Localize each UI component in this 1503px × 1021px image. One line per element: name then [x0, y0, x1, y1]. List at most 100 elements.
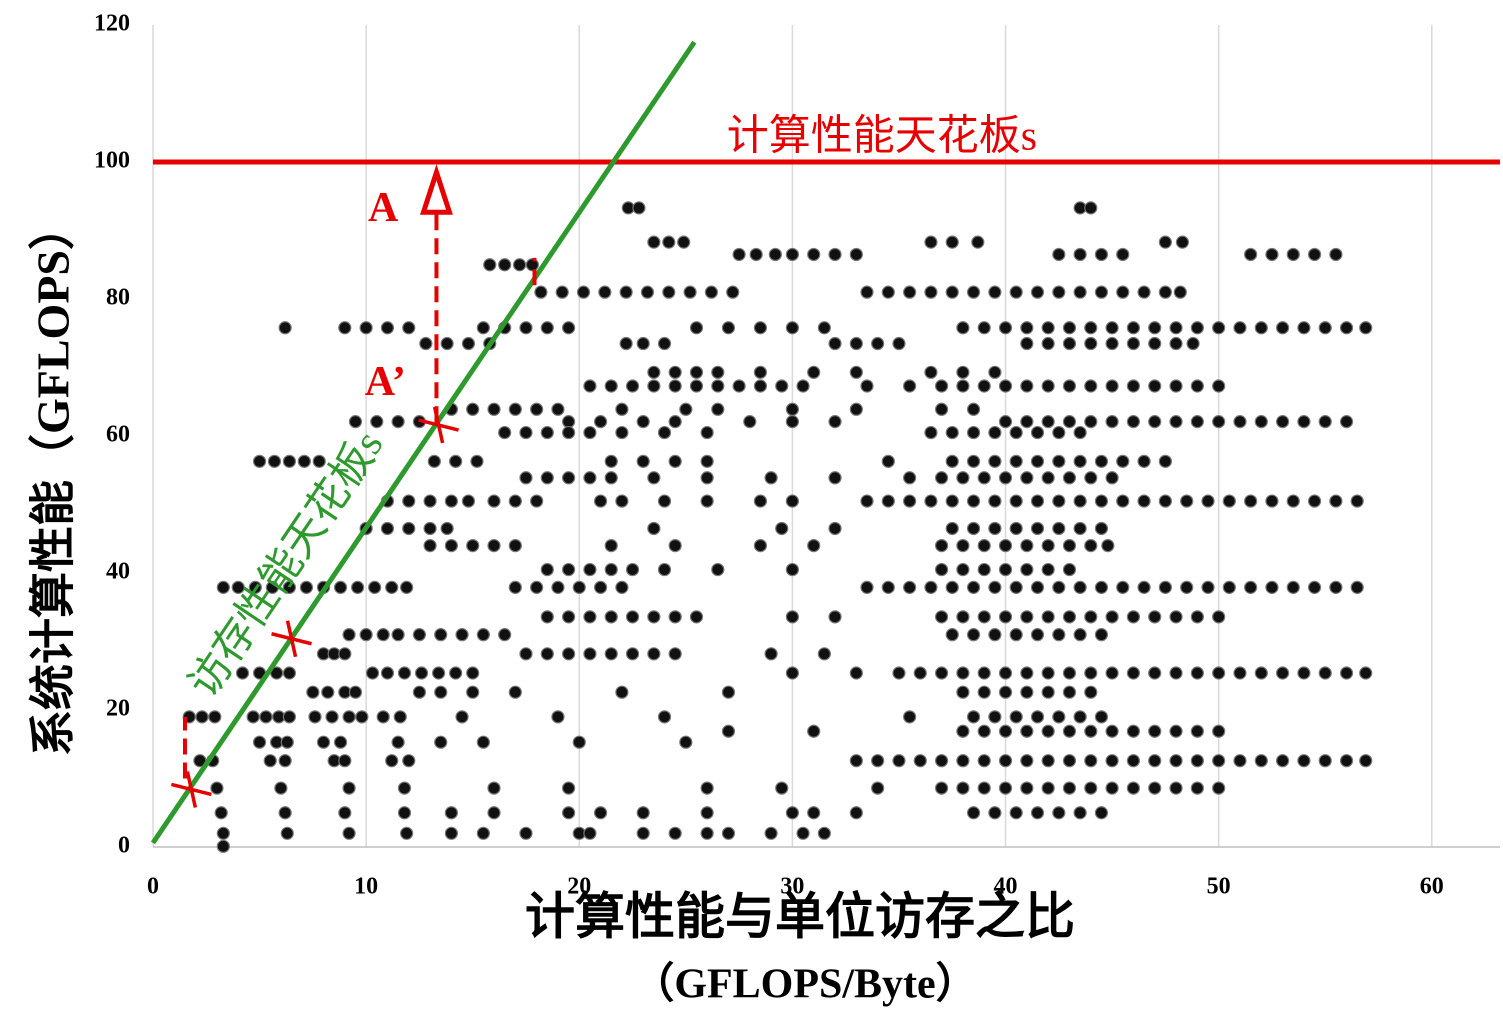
data-point: [342, 710, 356, 724]
data-point: [1137, 285, 1151, 299]
data-point: [208, 710, 222, 724]
data-point: [282, 710, 297, 724]
data-point: [1297, 321, 1311, 335]
y-tick-label: 20: [106, 696, 130, 722]
data-point: [583, 562, 597, 577]
data-point: [1062, 415, 1077, 429]
data-point: [1062, 685, 1077, 699]
data-point: [966, 580, 981, 594]
data-point: [683, 285, 697, 299]
data-point: [1084, 336, 1098, 351]
data-point: [1052, 247, 1066, 262]
data-point: [267, 454, 282, 468]
data-point: [1020, 321, 1034, 335]
data-point: [924, 494, 938, 508]
data-point: [971, 235, 985, 249]
data-point: [1359, 666, 1373, 680]
data-point: [434, 685, 448, 699]
data-point: [860, 379, 874, 393]
data-point: [807, 538, 821, 553]
cross-mark: [418, 406, 460, 444]
data-point: [1212, 754, 1226, 768]
data-point: [297, 454, 311, 468]
data-point: [1116, 580, 1130, 594]
data-point: [988, 710, 1002, 724]
data-point: [368, 580, 382, 594]
data-point: [647, 379, 661, 393]
data-point: [903, 580, 917, 594]
data-point: [1244, 247, 1258, 262]
data-point: [1180, 494, 1194, 508]
data-point: [913, 666, 927, 680]
data-point: [1009, 454, 1023, 468]
data-point: [1041, 471, 1055, 485]
data-point: [235, 666, 250, 680]
data-point: [1009, 285, 1023, 299]
data-point: [934, 666, 949, 680]
data-point: [1222, 580, 1236, 594]
data-point: [1052, 285, 1066, 299]
data-point: [1073, 628, 1087, 642]
data-point: [753, 538, 768, 553]
data-point: [483, 258, 497, 272]
data-point: [988, 494, 1002, 508]
data-point: [1254, 415, 1268, 429]
data-point: [508, 685, 522, 699]
data-point: [1041, 336, 1055, 351]
data-point: [440, 336, 454, 351]
data-point: [449, 666, 463, 680]
data-point: [1233, 415, 1247, 429]
data-point: [711, 379, 725, 393]
data-point: [278, 754, 292, 768]
data-point: [977, 562, 991, 577]
data-point: [540, 321, 554, 335]
data-point: [1297, 415, 1311, 429]
data-point: [583, 610, 597, 624]
data-point: [662, 285, 676, 299]
data-point: [1148, 724, 1162, 738]
data-point: [1158, 494, 1172, 508]
data-point: [1297, 666, 1311, 680]
data-point: [1084, 321, 1098, 335]
data-point: [657, 710, 672, 724]
data-point: [216, 839, 230, 853]
data-point: [380, 321, 395, 335]
data-point: [956, 754, 970, 768]
data-point: [1169, 724, 1183, 738]
data-point: [1073, 806, 1087, 820]
data-point: [966, 402, 981, 416]
data-point: [956, 562, 970, 577]
data-point: [604, 471, 618, 485]
data-point: [306, 685, 320, 699]
data-point: [1052, 521, 1066, 536]
data-point: [998, 685, 1013, 699]
data-point: [342, 826, 356, 840]
data-point: [263, 754, 277, 768]
data-point: [998, 781, 1013, 795]
data-point: [1169, 781, 1183, 795]
data-point: [689, 365, 704, 379]
data-point: [977, 379, 991, 393]
data-point: [934, 471, 949, 485]
y-tick-label: 100: [94, 148, 130, 174]
data-point: [1212, 321, 1226, 335]
data-point: [977, 471, 991, 485]
data-point: [977, 666, 991, 680]
data-point: [555, 285, 569, 299]
data-point: [1020, 379, 1034, 393]
data-point: [1041, 562, 1055, 577]
y-tick-label: 0: [118, 833, 130, 859]
data-point: [316, 735, 331, 749]
data-point: [1084, 201, 1098, 215]
data-point: [647, 365, 661, 379]
data-point: [530, 580, 544, 594]
data-point: [1116, 494, 1130, 508]
data-point: [583, 647, 597, 661]
data-point: [615, 402, 629, 416]
data-point: [1169, 379, 1183, 393]
data-point: [562, 647, 576, 661]
data-point: [1041, 415, 1055, 429]
y-tick-label: 60: [106, 422, 130, 448]
data-point: [1105, 415, 1119, 429]
